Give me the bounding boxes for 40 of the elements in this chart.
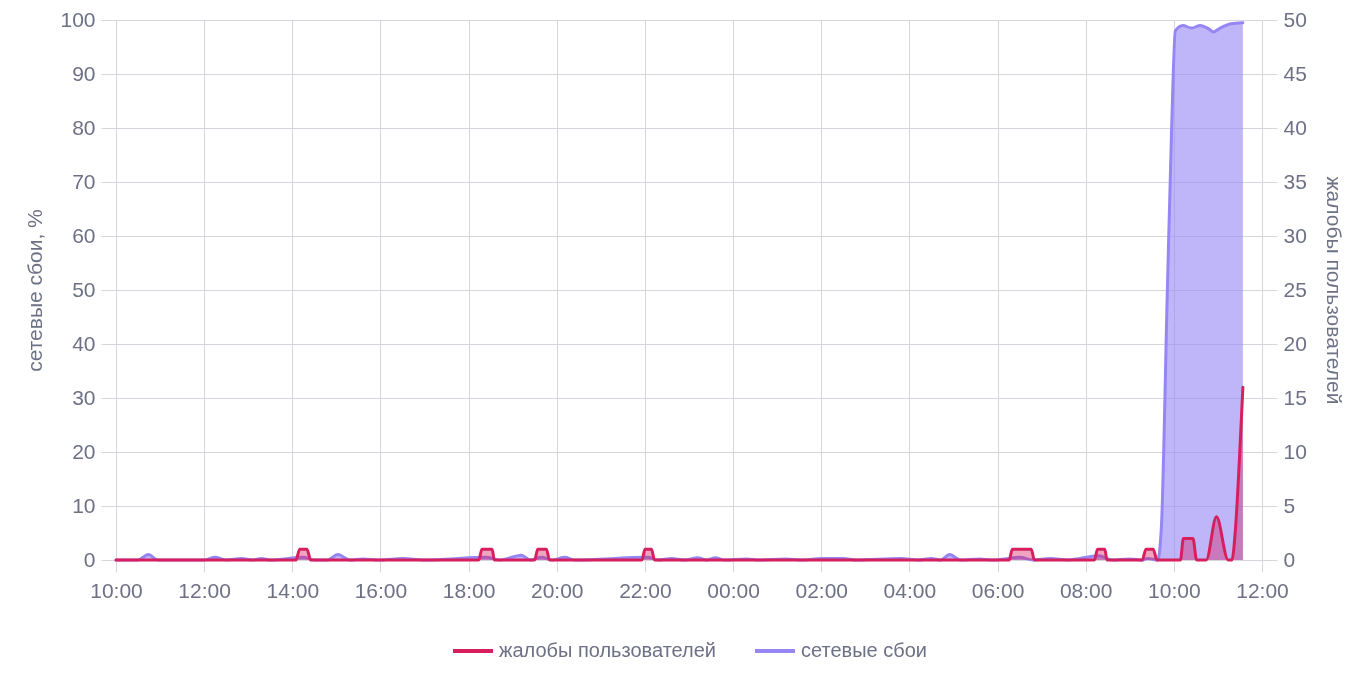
y2-tick-label: 20: [1283, 331, 1307, 355]
y2-tick-label: 40: [1283, 115, 1307, 139]
y-axis-title: сетевые сбои, %: [23, 209, 47, 372]
x-tick-label: 08:00: [1059, 578, 1113, 602]
y2-axis-title: жалобы пользователей: [1322, 176, 1346, 405]
y2-tick-label: 35: [1283, 169, 1307, 193]
y-tick-label: 50: [72, 277, 96, 301]
y-tick-label: 70: [72, 169, 96, 193]
y2-tick-label: 30: [1283, 223, 1307, 247]
x-tick-label: 06:00: [971, 578, 1025, 602]
x-tick-label: 12:00: [1236, 578, 1289, 602]
x-tick-label: 18:00: [442, 578, 496, 602]
x-tick-label: 00:00: [707, 578, 760, 602]
y2-tick-label: 5: [1283, 493, 1296, 517]
y2-tick-label: 25: [1283, 277, 1307, 301]
x-tick-label: 04:00: [883, 578, 937, 602]
y-tick-label: 100: [60, 7, 96, 31]
y2-tick-label: 0: [1283, 547, 1296, 571]
x-tick-label: 22:00: [619, 578, 672, 602]
y-tick-label: 20: [72, 439, 96, 463]
y2-tick-label: 15: [1283, 385, 1307, 409]
x-tick-label: 10:00: [90, 578, 143, 602]
legend-label: сетевые сбои: [801, 639, 927, 661]
x-tick-label: 12:00: [178, 578, 231, 602]
y-tick-label: 90: [72, 61, 96, 85]
x-tick-label: 20:00: [530, 578, 584, 602]
x-tick-label: 10:00: [1148, 578, 1201, 602]
y2-tick-label: 10: [1283, 439, 1307, 463]
y-tick-label: 30: [72, 385, 96, 409]
x-tick-label: 02:00: [795, 578, 849, 602]
y2-tick-label: 50: [1283, 7, 1307, 31]
y2-tick-label: 45: [1283, 61, 1307, 85]
y-tick-label: 80: [72, 115, 96, 139]
y-tick-label: 40: [72, 331, 96, 355]
y-tick-label: 0: [83, 547, 96, 571]
y-tick-label: 10: [72, 493, 96, 517]
legend-label: жалобы пользователей: [499, 639, 717, 661]
x-tick-label: 14:00: [266, 578, 320, 602]
y-tick-label: 60: [72, 223, 96, 247]
x-tick-label: 16:00: [354, 578, 408, 602]
